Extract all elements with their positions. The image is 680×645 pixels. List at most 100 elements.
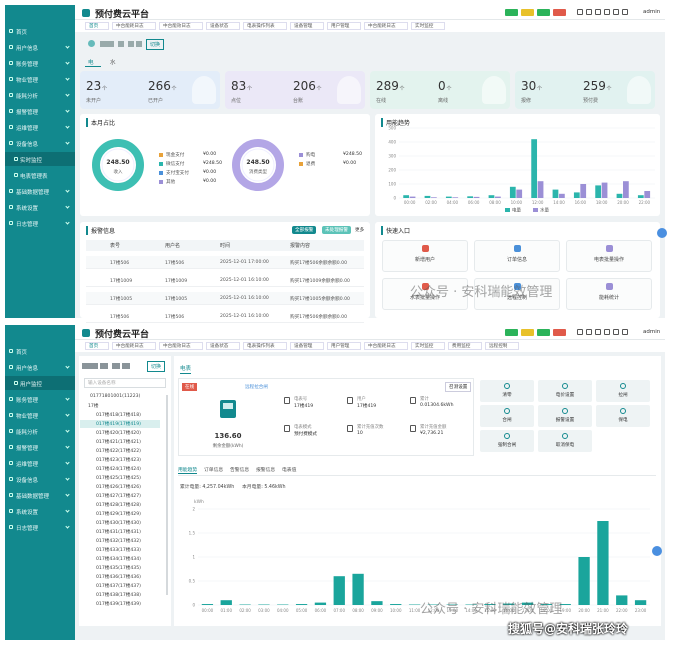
tab[interactable]: 费用监控 (448, 342, 482, 350)
sidebar-item[interactable]: 账务管理 (16, 62, 39, 68)
tab[interactable]: 中台能耗日志 (112, 342, 156, 350)
search-input[interactable]: 输入设备名称 (84, 378, 166, 388)
sidebar-item[interactable]: 首页 (16, 350, 28, 356)
header-badge[interactable] (521, 9, 534, 16)
tree-node[interactable]: 017楼432(17楼432) (96, 539, 141, 544)
sidebar-item[interactable]: 运维管理 (16, 126, 39, 132)
tab[interactable]: 中台能效日志 (159, 22, 203, 30)
tab[interactable]: 实时监控 (411, 22, 445, 30)
quick-entry[interactable] (474, 240, 560, 272)
action-label[interactable]: 强制合闸 (497, 443, 517, 448)
switch-button[interactable]: 切换 (147, 361, 166, 372)
header-icon[interactable] (613, 329, 619, 335)
action-label[interactable]: 保电 (618, 418, 628, 423)
header-icon[interactable] (622, 329, 628, 335)
detail-tab[interactable]: 用能趋势 (178, 468, 198, 474)
action-button[interactable] (480, 380, 534, 402)
quick-label[interactable]: 水表批量操作 (409, 295, 440, 301)
header-badge[interactable] (521, 329, 534, 336)
sidebar-item[interactable]: 电表管理表 (20, 174, 48, 180)
sidebar-item[interactable]: 基础数据管理 (16, 494, 50, 500)
sidebar-item[interactable]: 报警管理 (16, 446, 39, 452)
header-icon[interactable] (586, 9, 592, 15)
action-label[interactable]: 拉闸 (618, 393, 628, 398)
sidebar-item[interactable]: 系统设置 (16, 510, 39, 516)
action-button[interactable] (538, 380, 592, 402)
tree-node[interactable]: 017楼429(17楼429) (96, 512, 141, 517)
tab[interactable]: 中台能耗日志 (364, 22, 408, 30)
tab[interactable]: 远程控制 (485, 342, 519, 350)
sidebar-item[interactable]: 设备信息 (16, 142, 39, 148)
header-icon[interactable] (622, 9, 628, 15)
detail-tab[interactable]: 订单信息 (204, 468, 224, 473)
alarm-filter[interactable]: 未处理报警 (322, 226, 351, 234)
energy-tab[interactable]: 电 (88, 60, 94, 66)
action-label[interactable]: 取消保电 (555, 443, 575, 448)
header-badge[interactable] (553, 9, 566, 16)
tree-node[interactable]: 017楼435(17楼435) (96, 566, 141, 571)
header-badge[interactable] (505, 329, 518, 336)
sidebar-item[interactable]: 基础数据管理 (16, 190, 50, 196)
tree-node[interactable]: 017楼424(17楼424) (96, 467, 141, 472)
header-icon[interactable] (595, 9, 601, 15)
action-button[interactable] (596, 380, 650, 402)
quick-label[interactable]: 订单信息 (506, 257, 527, 263)
action-button[interactable] (538, 430, 592, 452)
tree-node[interactable]: 017楼438(17楼438) (96, 593, 141, 598)
alarm-filter[interactable]: 更多 (355, 228, 365, 233)
quick-entry[interactable] (566, 240, 652, 272)
tab[interactable]: 设备状态 (206, 22, 240, 30)
tab[interactable]: 设备管理 (290, 22, 324, 30)
tree-node[interactable]: 017楼439(17楼439) (96, 602, 141, 607)
detail-tab[interactable]: 报警信息 (256, 468, 276, 473)
sidebar-item[interactable]: 物业管理 (16, 78, 39, 84)
sidebar-item[interactable]: 能耗分析 (16, 430, 39, 436)
quick-label[interactable]: 远程控制 (506, 295, 527, 301)
tree-node[interactable]: 01771801001(11223) (90, 394, 141, 399)
tab[interactable]: 设备状态 (206, 342, 240, 350)
action-button[interactable] (538, 405, 592, 427)
side-badge[interactable] (657, 228, 667, 238)
sidebar-item[interactable]: 日志管理 (16, 222, 39, 228)
action-label[interactable]: 清零 (502, 393, 512, 398)
header-icon[interactable] (595, 329, 601, 335)
tree-node[interactable]: 017楼423(17楼423) (96, 458, 141, 463)
header-badge[interactable] (553, 329, 566, 336)
meter-tab[interactable]: 电表 (180, 366, 192, 374)
tree-node[interactable]: 017楼427(17楼427) (96, 494, 141, 499)
tab[interactable]: 中台能耗日志 (364, 342, 408, 350)
sidebar-item[interactable]: 实时监控 (20, 158, 43, 164)
action-button[interactable] (596, 405, 650, 427)
action-label[interactable]: 报警设置 (555, 418, 575, 423)
header-badge[interactable] (537, 9, 550, 16)
header-icon[interactable] (577, 9, 583, 15)
sidebar-item[interactable]: 首页 (16, 30, 28, 36)
tab[interactable]: 首页 (85, 342, 109, 350)
sidebar-item[interactable]: 能耗分析 (16, 94, 39, 100)
action-label[interactable]: 合闸 (502, 418, 512, 423)
sidebar-item[interactable]: 报警管理 (16, 110, 39, 116)
tab[interactable]: 首页 (85, 22, 109, 30)
tree-node[interactable]: 017楼425(17楼425) (96, 476, 141, 481)
action-button[interactable] (480, 405, 534, 427)
tree-node[interactable]: 017楼430(17楼430) (96, 521, 141, 526)
header-icon[interactable] (577, 329, 583, 335)
tree-node[interactable]: 017楼437(17楼437) (96, 584, 141, 589)
quick-label[interactable]: 新增用户 (414, 257, 435, 263)
header-icon[interactable] (604, 329, 610, 335)
sidebar-item[interactable]: 物业管理 (16, 414, 39, 420)
side-badge[interactable] (652, 546, 662, 556)
sidebar-item[interactable]: 账务管理 (16, 398, 39, 404)
tree-node[interactable]: 017楼418(17楼418) (96, 413, 141, 418)
tab[interactable]: 电表操作列表 (243, 22, 287, 30)
sidebar-item[interactable]: 日志管理 (16, 526, 39, 532)
tab[interactable]: 中台能耗日志 (112, 22, 156, 30)
switch-button[interactable]: 切换 (146, 39, 165, 50)
header-icon[interactable] (613, 9, 619, 15)
tree-node[interactable]: 017楼431(17楼431) (96, 530, 141, 535)
user-name[interactable]: admin (643, 329, 661, 335)
detail-tab[interactable]: 告警信息 (230, 468, 250, 473)
quick-label[interactable]: 能耗统计 (598, 295, 619, 301)
tab[interactable]: 电表操作列表 (243, 342, 287, 350)
tree-node[interactable]: 017楼426(17楼426) (96, 485, 141, 490)
